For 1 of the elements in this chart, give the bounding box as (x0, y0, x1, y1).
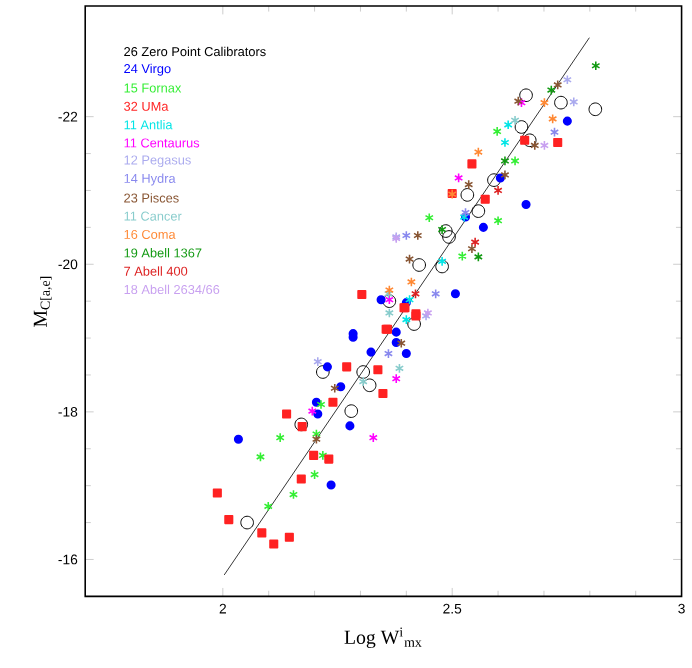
y-axis-title: M$_{C[a,e]}$ (33, 277, 52, 328)
